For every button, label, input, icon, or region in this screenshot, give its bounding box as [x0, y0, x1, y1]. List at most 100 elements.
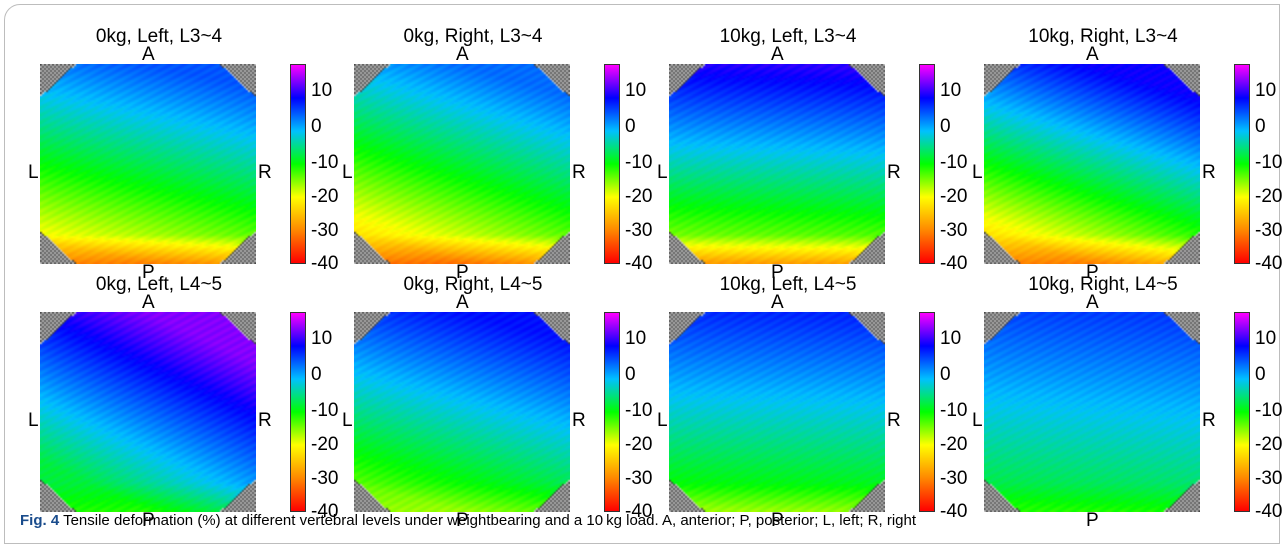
heatmap-panel: 10kg, Left, L4~5 A P L R 10 0 -10 -20 -3…: [657, 274, 975, 531]
colorbar: [1234, 64, 1250, 264]
colorbar: [604, 64, 620, 264]
colorbar-tick-label: -10: [311, 400, 339, 421]
deformation-heatmap: [984, 312, 1200, 512]
colorbar-tick-label: -40: [1255, 501, 1283, 522]
colorbar-tick-label: 10: [625, 328, 647, 349]
colorbar: [919, 64, 935, 264]
right-label: R: [572, 410, 586, 431]
anterior-label: A: [1086, 44, 1099, 65]
colorbar: [604, 312, 620, 512]
figure-caption-text: Tensile deformation (%) at different ver…: [63, 512, 916, 529]
colorbar-tick-label: -30: [625, 220, 653, 241]
colorbar-tick-label: -30: [940, 468, 968, 489]
deformation-heatmap: [984, 64, 1200, 264]
colorbar-tick-label: 10: [311, 80, 333, 101]
anterior-label: A: [142, 292, 155, 313]
panel-title: 0kg, Right, L4~5: [403, 274, 543, 295]
posterior-label: P: [456, 262, 469, 283]
left-label: L: [342, 162, 353, 183]
panel-title: 10kg, Right, L4~5: [1028, 274, 1178, 295]
panel-title: 10kg, Left, L4~5: [719, 274, 857, 295]
colorbar: [1234, 312, 1250, 512]
colorbar-tick-label: -10: [1255, 152, 1283, 173]
panel-title: 10kg, Left, L3~4: [719, 26, 857, 47]
colorbar-tick-label: -40: [940, 501, 968, 522]
left-label: L: [342, 410, 353, 431]
deformation-heatmap: [354, 312, 570, 512]
colorbar-tick-label: 10: [1255, 80, 1277, 101]
colorbar-tick-label: -40: [625, 253, 653, 274]
colorbar-tick-label: -20: [1255, 434, 1283, 455]
posterior-label: P: [1086, 510, 1099, 531]
colorbar-tick-label: 10: [940, 80, 962, 101]
right-label: R: [258, 410, 272, 431]
heatmap-panel: 0kg, Right, L4~5 A P L R 10 0 -10 -20 -3…: [342, 274, 660, 531]
colorbar-tick-label: -40: [940, 253, 968, 274]
colorbar: [290, 312, 306, 512]
posterior-label: P: [771, 510, 784, 531]
anterior-label: A: [771, 44, 784, 65]
deformation-heatmap: [40, 64, 256, 264]
figure-frame: [4, 4, 1280, 544]
deformation-heatmap: [669, 312, 885, 512]
left-label: L: [972, 410, 983, 431]
colorbar-tick-label: -10: [1255, 400, 1283, 421]
colorbar-tick-label: -20: [625, 434, 653, 455]
colorbar-tick-label: 0: [311, 116, 322, 137]
colorbar-tick-label: -20: [625, 186, 653, 207]
colorbar-tick-label: -20: [1255, 186, 1283, 207]
colorbar-tick-label: -30: [625, 468, 653, 489]
anterior-label: A: [456, 44, 469, 65]
right-label: R: [572, 162, 586, 183]
colorbar: [919, 312, 935, 512]
colorbar-tick-label: 0: [1255, 364, 1266, 385]
colorbar-tick-label: -20: [940, 186, 968, 207]
left-label: L: [657, 410, 668, 431]
left-label: L: [972, 162, 983, 183]
right-label: R: [887, 162, 901, 183]
anterior-label: A: [1086, 292, 1099, 313]
colorbar-tick-label: -30: [1255, 468, 1283, 489]
heatmap-panel: 10kg, Left, L3~4 A P L R 10 0 -10 -20 -3…: [657, 26, 975, 283]
figure-caption-label: Fig. 4: [20, 512, 60, 529]
colorbar-tick-label: -30: [311, 220, 339, 241]
heatmap-panel: 10kg, Right, L3~4 A P L R 10 0 -10 -20 -…: [972, 26, 1284, 283]
colorbar-tick-label: -20: [311, 434, 339, 455]
colorbar-tick-label: 0: [625, 116, 636, 137]
anterior-label: A: [456, 292, 469, 313]
left-label: L: [28, 410, 39, 431]
colorbar-tick-label: 0: [940, 364, 951, 385]
right-label: R: [1202, 162, 1216, 183]
colorbar-tick-label: -10: [940, 400, 968, 421]
heatmap-panel: 0kg, Left, L3~4 A P L R 10 0 -10 -20 -30…: [28, 26, 346, 283]
panel-title: 0kg, Left, L3~4: [95, 26, 223, 47]
colorbar-tick-label: -20: [311, 186, 339, 207]
posterior-label: P: [142, 510, 155, 531]
colorbar-tick-label: -40: [311, 501, 339, 522]
colorbar-tick-label: -10: [625, 400, 653, 421]
colorbar-tick-label: 10: [625, 80, 647, 101]
deformation-heatmap: [354, 64, 570, 264]
colorbar-tick-label: -40: [1255, 253, 1283, 274]
colorbar-tick-label: -40: [625, 501, 653, 522]
posterior-label: P: [456, 510, 469, 531]
colorbar-tick-label: -10: [940, 152, 968, 173]
posterior-label: P: [142, 262, 155, 283]
heatmap-panel: 0kg, Left, L4~5 A P L R 10 0 -10 -20 -30…: [28, 274, 346, 531]
colorbar-tick-label: 0: [311, 364, 322, 385]
colorbar-tick-label: -30: [1255, 220, 1283, 241]
right-label: R: [887, 410, 901, 431]
colorbar: [290, 64, 306, 264]
colorbar-tick-label: 0: [1255, 116, 1266, 137]
colorbar-tick-label: -10: [311, 152, 339, 173]
panel-title: 0kg, Right, L3~4: [403, 26, 543, 47]
panel-title: 0kg, Left, L4~5: [95, 274, 223, 295]
colorbar-tick-label: -20: [940, 434, 968, 455]
colorbar-tick-label: 10: [940, 328, 962, 349]
deformation-heatmap: [40, 312, 256, 512]
right-label: R: [258, 162, 272, 183]
panel-title: 10kg, Right, L3~4: [1028, 26, 1178, 47]
colorbar-tick-label: 0: [625, 364, 636, 385]
anterior-label: A: [142, 44, 155, 65]
colorbar-tick-label: -30: [311, 468, 339, 489]
